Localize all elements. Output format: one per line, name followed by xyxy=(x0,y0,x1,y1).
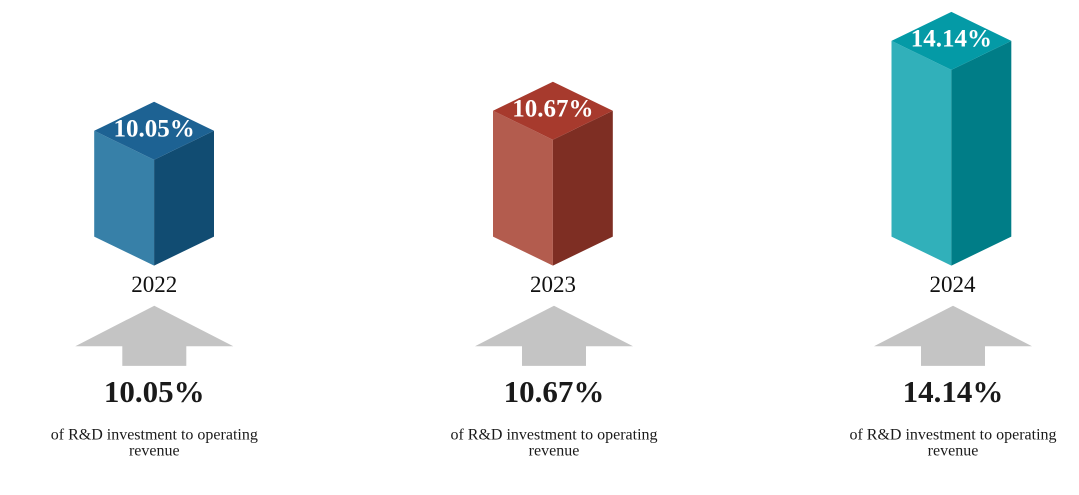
svg-text:revenue: revenue xyxy=(928,443,979,460)
svg-text:revenue: revenue xyxy=(129,443,180,460)
svg-text:14.14%: 14.14% xyxy=(911,26,992,53)
svg-text:2022: 2022 xyxy=(131,272,177,297)
svg-text:revenue: revenue xyxy=(529,443,580,460)
svg-text:of R&D investment to operating: of R&D investment to operating xyxy=(51,427,258,444)
svg-text:10.05%: 10.05% xyxy=(113,115,194,142)
svg-text:2023: 2023 xyxy=(530,272,576,297)
svg-text:10.67%: 10.67% xyxy=(504,374,605,409)
svg-text:of R&D investment to operating: of R&D investment to operating xyxy=(849,427,1056,444)
svg-text:2024: 2024 xyxy=(930,272,977,297)
svg-text:10.67%: 10.67% xyxy=(512,95,593,122)
svg-text:14.14%: 14.14% xyxy=(903,374,1004,409)
svg-text:of R&D investment to operating: of R&D investment to operating xyxy=(450,427,657,444)
svg-text:10.05%: 10.05% xyxy=(104,374,205,409)
